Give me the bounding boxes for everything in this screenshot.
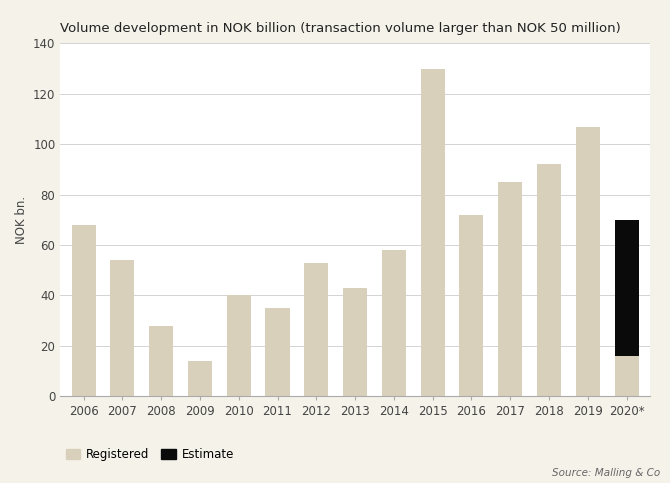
Bar (304, 263, 328, 396)
Bar (614, 356, 639, 396)
Bar (72, 225, 96, 396)
Bar (265, 308, 289, 396)
Bar (111, 260, 135, 396)
Y-axis label: NOK bn.: NOK bn. (15, 196, 27, 244)
Bar (460, 215, 484, 396)
Text: Volume development in NOK billion (transaction volume larger than NOK 50 million: Volume development in NOK billion (trans… (60, 22, 621, 35)
Bar (226, 295, 251, 396)
Bar (614, 220, 639, 356)
Bar (537, 164, 561, 396)
Bar (188, 361, 212, 396)
Bar (498, 182, 523, 396)
Bar (421, 69, 445, 396)
Legend: Registered, Estimate: Registered, Estimate (66, 448, 234, 461)
Bar (382, 250, 406, 396)
Bar (343, 288, 367, 396)
Bar (149, 326, 173, 396)
Text: Source: Malling & Co: Source: Malling & Co (551, 468, 660, 478)
Bar (576, 127, 600, 396)
